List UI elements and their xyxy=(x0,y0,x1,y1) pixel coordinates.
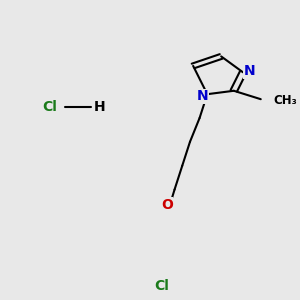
Text: N: N xyxy=(197,89,208,103)
Text: O: O xyxy=(161,198,173,212)
Text: Cl: Cl xyxy=(154,279,169,292)
Text: N: N xyxy=(244,64,256,78)
Text: Cl: Cl xyxy=(43,100,58,114)
Text: H: H xyxy=(93,100,105,114)
Text: CH₃: CH₃ xyxy=(273,94,297,107)
